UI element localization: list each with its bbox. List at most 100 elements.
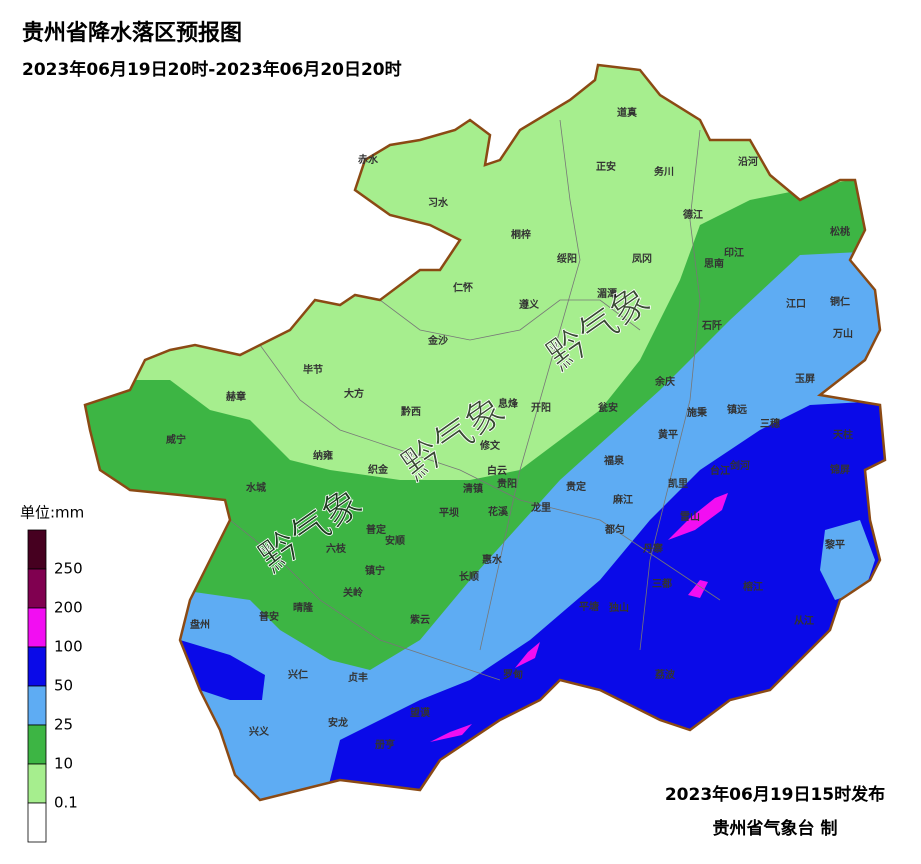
county-label: 凤冈 bbox=[632, 253, 652, 265]
county-label: 兴仁 bbox=[288, 668, 308, 681]
county-label: 习水 bbox=[428, 196, 449, 209]
zone bbox=[688, 580, 708, 598]
county-label: 安龙 bbox=[328, 716, 348, 729]
county-label: 白云 bbox=[487, 464, 507, 477]
legend-swatch bbox=[27, 646, 47, 687]
county-label: 麻江 bbox=[612, 493, 633, 506]
county-label: 镇宁 bbox=[365, 564, 385, 577]
county-label: 金沙 bbox=[427, 334, 448, 347]
county-label: 平塘 bbox=[579, 600, 599, 613]
border bbox=[259, 344, 721, 601]
county-label: 紫云 bbox=[410, 613, 430, 626]
county-label: 瓮安 bbox=[598, 401, 618, 414]
county-label: 江口 bbox=[786, 297, 806, 310]
legend-label: 0.1 bbox=[54, 794, 78, 812]
county-label: 贞丰 bbox=[348, 671, 368, 684]
county-label: 关岭 bbox=[343, 586, 363, 599]
county-label: 开阳 bbox=[531, 402, 551, 414]
county-label: 独山 bbox=[609, 601, 629, 614]
county-label: 三穗 bbox=[760, 417, 780, 430]
county-label: 普定 bbox=[366, 523, 386, 536]
county-label: 镇远 bbox=[727, 403, 747, 416]
county-label: 龙里 bbox=[530, 501, 551, 514]
county-label: 仁怀 bbox=[453, 281, 473, 294]
county-label: 望谟 bbox=[410, 706, 431, 719]
county-label: 印江 bbox=[724, 246, 744, 259]
legend-swatch bbox=[27, 529, 47, 570]
county-label: 绥阳 bbox=[557, 252, 577, 265]
county-label: 黔西 bbox=[401, 405, 421, 418]
county-label: 正安 bbox=[596, 160, 616, 173]
legend-label: 50 bbox=[54, 677, 73, 695]
county-label: 册亨 bbox=[375, 738, 395, 751]
county-label: 赤水 bbox=[358, 153, 379, 166]
issue-time: 2023年06月19日15时发布 bbox=[665, 784, 885, 805]
county-label: 黄平 bbox=[658, 428, 678, 441]
county-label: 湄潭 bbox=[597, 287, 617, 300]
county-label: 沿河 bbox=[738, 155, 758, 168]
county-label: 遵义 bbox=[519, 298, 540, 311]
zone bbox=[668, 493, 728, 540]
county-label: 修文 bbox=[479, 439, 501, 452]
county-label: 荔波 bbox=[654, 668, 676, 681]
county-label: 罗甸 bbox=[503, 668, 523, 681]
border bbox=[639, 129, 701, 651]
legend-swatch bbox=[27, 802, 47, 843]
county-label: 普安 bbox=[259, 610, 279, 623]
zone bbox=[820, 520, 875, 600]
county-label: 晴隆 bbox=[293, 601, 314, 614]
county-label: 都匀 bbox=[604, 523, 625, 536]
county-label: 丹寨 bbox=[643, 542, 663, 555]
county-label: 锦屏 bbox=[830, 463, 850, 476]
county-label: 兴义 bbox=[249, 725, 270, 738]
county-label: 三都 bbox=[652, 577, 672, 590]
county-label: 花溪 bbox=[488, 505, 509, 518]
county-label: 思南 bbox=[704, 257, 724, 270]
zone bbox=[180, 640, 265, 700]
legend-swatch bbox=[27, 763, 47, 804]
county-label: 务川 bbox=[654, 165, 674, 178]
county-label: 大方 bbox=[344, 387, 364, 400]
legend-swatch bbox=[27, 568, 47, 609]
county-label: 水城 bbox=[245, 481, 266, 494]
county-label: 威宁 bbox=[166, 433, 186, 446]
legend-label: 25 bbox=[54, 716, 73, 734]
county-label: 惠水 bbox=[482, 553, 503, 566]
county-label: 桐梓 bbox=[511, 228, 531, 241]
legend-label: 10 bbox=[54, 755, 73, 773]
county-label: 榕江 bbox=[743, 580, 763, 593]
county-label: 六枝 bbox=[326, 542, 347, 555]
issuer: 贵州省气象台 制 bbox=[713, 818, 838, 839]
legend-swatch bbox=[27, 607, 47, 648]
county-label: 施秉 bbox=[687, 406, 708, 419]
county-label: 毕节 bbox=[303, 363, 323, 376]
subtitle: 2023年06月19日20时-2023年06月20日20时 bbox=[22, 59, 402, 80]
legend-label: 200 bbox=[54, 599, 83, 617]
county-label: 天柱 bbox=[833, 428, 853, 441]
county-label: 凯里 bbox=[668, 477, 688, 490]
county-label: 织金 bbox=[368, 463, 389, 476]
county-label: 平坝 bbox=[439, 506, 459, 519]
county-label: 石阡 bbox=[701, 319, 722, 332]
county-label: 长顺 bbox=[459, 570, 479, 583]
legend-label: 250 bbox=[54, 560, 83, 578]
zone bbox=[515, 642, 540, 668]
legend: 0.1 10 25 50 100 200 250 bbox=[27, 529, 83, 843]
county-label: 德江 bbox=[682, 208, 703, 221]
county-label: 纳雍 bbox=[313, 449, 333, 462]
legend-label: 100 bbox=[54, 638, 83, 656]
county-label: 清镇 bbox=[463, 482, 483, 495]
county-label: 贵阳 bbox=[497, 477, 517, 490]
county-label: 贵定 bbox=[566, 480, 586, 493]
legend-unit: 单位:mm bbox=[20, 504, 84, 522]
county-label: 台江 bbox=[710, 464, 730, 477]
county-label: 道真 bbox=[617, 106, 637, 119]
zone bbox=[430, 724, 472, 742]
county-label: 万山 bbox=[832, 327, 853, 340]
county-label: 黎平 bbox=[825, 538, 845, 551]
county-borders bbox=[229, 119, 721, 681]
county-label: 息烽 bbox=[498, 397, 519, 410]
county-label: 盘州 bbox=[190, 618, 210, 631]
